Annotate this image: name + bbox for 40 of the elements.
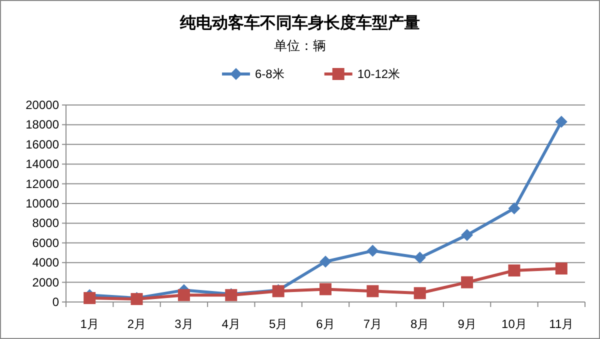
y-tick-label: 0: [52, 295, 60, 309]
point: [461, 276, 474, 288]
x-tick-label: 6月: [316, 317, 335, 331]
legend-label: 6-8米: [255, 67, 284, 81]
x-tick-label: 11月: [549, 317, 574, 331]
chart-subtitle: 单位：辆: [274, 38, 326, 53]
y-tick-label: 4000: [32, 256, 60, 270]
y-tick-label: 16000: [26, 137, 60, 152]
point: [178, 289, 190, 302]
point: [84, 292, 96, 304]
point: [555, 116, 568, 128]
y-tick-label: 6000: [32, 236, 60, 250]
y-tick-label: 20000: [26, 98, 60, 112]
point: [414, 252, 426, 264]
y-tick-label: 18000: [26, 118, 60, 132]
point: [555, 262, 568, 275]
x-tick-label: 7月: [363, 317, 382, 331]
x-tick-label: 1月: [80, 317, 99, 331]
y-tick-label: 12000: [26, 176, 60, 191]
x-tick-label: 8月: [410, 317, 430, 331]
point: [508, 264, 520, 276]
point: [366, 285, 379, 298]
point: [366, 244, 379, 257]
y-tick-label: 10000: [26, 196, 60, 210]
x-tick-label: 3月: [174, 317, 194, 331]
point: [320, 283, 332, 296]
x-tick-label: 9月: [458, 317, 476, 331]
point: [414, 287, 426, 300]
legend-label: 10-12米: [357, 67, 400, 81]
point: [461, 229, 474, 242]
chart-title: 纯电动客车不同车身长度车型产量: [179, 13, 420, 32]
y-tick-label: 14000: [26, 157, 60, 172]
point: [320, 256, 332, 268]
x-tick-label: 5月: [268, 317, 288, 331]
x-tick-label: 10月: [502, 317, 527, 331]
point: [508, 202, 520, 214]
y-tick-label: 2000: [32, 275, 60, 290]
x-tick-label: 4月: [222, 317, 240, 331]
x-tick-label: 2月: [127, 317, 146, 331]
y-tick-label: 8000: [32, 216, 60, 230]
